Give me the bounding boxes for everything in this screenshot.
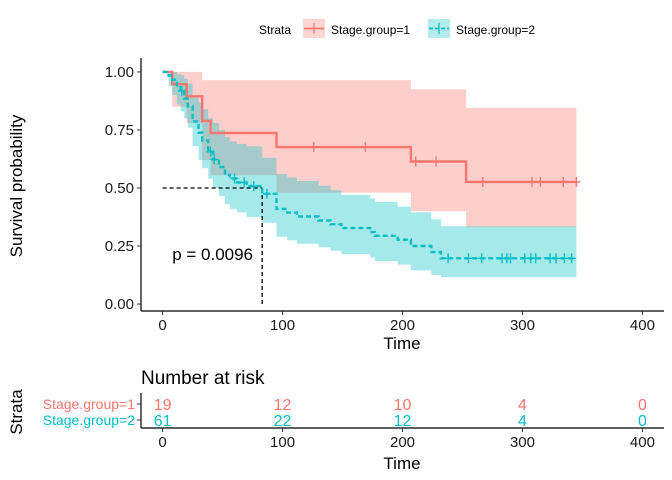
censor-mark-1 bbox=[559, 176, 568, 187]
risk-y-axis-title: Strata bbox=[7, 389, 26, 435]
censor-mark-2 bbox=[567, 253, 576, 264]
censor-mark-1 bbox=[572, 176, 581, 187]
x-tick-label: 100 bbox=[270, 317, 295, 334]
censor-mark-2 bbox=[477, 253, 486, 264]
legend-label-stage1: Stage.group=1 bbox=[331, 23, 410, 37]
risk-cell: 0 bbox=[638, 397, 647, 414]
censor-mark-2 bbox=[177, 85, 186, 96]
y-tick-label: 1.00 bbox=[105, 64, 134, 81]
survival-plot: 0.00 0.25 0.50 0.75 1.00 0 100 200 300 400 p = 0.… bbox=[7, 58, 664, 353]
risk-table-title: Number at risk bbox=[141, 368, 265, 389]
censor-marks bbox=[177, 85, 581, 264]
censor-mark-1 bbox=[309, 142, 318, 153]
risk-cell: 4 bbox=[518, 413, 527, 430]
risk-cell: 61 bbox=[154, 413, 172, 430]
risk-cell: 19 bbox=[154, 397, 172, 414]
legend-label-stage2: Stage.group=2 bbox=[456, 23, 535, 37]
main-axes: 0.00 0.25 0.50 0.75 1.00 0 100 200 300 400 bbox=[105, 58, 664, 334]
y-tick-label: 0.25 bbox=[105, 238, 134, 255]
censor-mark-2 bbox=[240, 177, 249, 188]
censor-mark-2 bbox=[444, 253, 453, 264]
legend: Strata Stage.group=1 Stage.group=2 bbox=[259, 19, 535, 38]
censor-mark-2 bbox=[560, 253, 569, 264]
censor-mark-1 bbox=[432, 156, 441, 167]
censor-mark-2 bbox=[464, 253, 473, 264]
risk-x-axis-title: Time bbox=[383, 454, 420, 473]
censor-mark-1 bbox=[536, 176, 545, 187]
y-tick-label: 0.75 bbox=[105, 122, 134, 139]
censor-mark-2 bbox=[531, 253, 540, 264]
risk-row-label: Stage.group=2 bbox=[43, 412, 135, 428]
censor-mark-2 bbox=[230, 173, 239, 184]
x-tick-label: 400 bbox=[630, 317, 655, 334]
risk-cell: 12 bbox=[274, 397, 292, 414]
censor-mark-2 bbox=[206, 146, 215, 157]
risk-cell: 0 bbox=[638, 413, 647, 430]
x-axis-title: Time bbox=[383, 334, 420, 353]
censor-mark-2 bbox=[262, 188, 271, 199]
p-value-annotation: p = 0.0096 bbox=[172, 245, 253, 264]
survival-curve-2 bbox=[162, 70, 577, 260]
confidence-band-1 bbox=[162, 71, 577, 228]
censor-mark-1 bbox=[528, 176, 537, 187]
risk-x-tick-label: 300 bbox=[510, 434, 535, 451]
censor-mark-2 bbox=[506, 253, 515, 264]
x-tick-label: 200 bbox=[390, 317, 415, 334]
risk-table-axes: 0 100 200 300 400 bbox=[137, 393, 664, 451]
y-axis-title: Survival probability bbox=[7, 114, 26, 257]
censor-mark-1 bbox=[361, 142, 370, 153]
risk-x-tick-label: 400 bbox=[630, 434, 655, 451]
censor-mark-1 bbox=[478, 176, 487, 187]
risk-x-tick-label: 200 bbox=[390, 434, 415, 451]
legend-title: Strata bbox=[259, 23, 291, 37]
x-tick-label: 300 bbox=[510, 317, 535, 334]
risk-x-tick-label: 100 bbox=[270, 434, 295, 451]
risk-cell: 4 bbox=[518, 397, 527, 414]
risk-cell: 10 bbox=[394, 397, 412, 414]
median-guides bbox=[162, 187, 263, 305]
censor-mark-1 bbox=[411, 156, 420, 167]
censor-mark-2 bbox=[552, 253, 561, 264]
x-tick-label: 0 bbox=[158, 317, 166, 334]
y-tick-label: 0.00 bbox=[105, 296, 134, 313]
risk-table: Number at risk Stage.group=1 19 12 10 4 0Stag… bbox=[7, 368, 664, 473]
censor-mark-2 bbox=[210, 154, 219, 165]
risk-x-tick-label: 0 bbox=[158, 434, 166, 451]
censor-mark-2 bbox=[249, 181, 258, 192]
y-tick-label: 0.50 bbox=[105, 180, 134, 197]
risk-cell: 22 bbox=[274, 413, 292, 430]
risk-cell: 12 bbox=[394, 413, 412, 430]
risk-row-label: Stage.group=1 bbox=[43, 396, 135, 412]
